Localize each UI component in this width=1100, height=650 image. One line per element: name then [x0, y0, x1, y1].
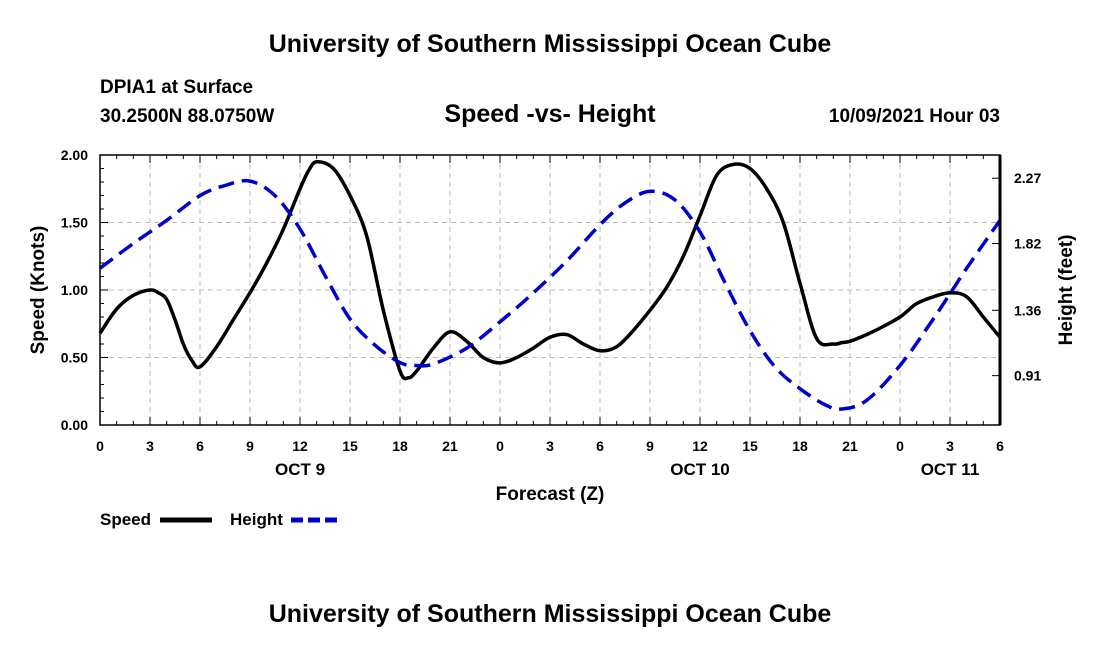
legend-height-label: Height: [230, 510, 283, 529]
legend-speed-label: Speed: [100, 510, 151, 529]
y-tick-label: 2.00: [61, 147, 88, 163]
y-tick-label: 0.00: [61, 417, 88, 433]
y2-tick-label: 2.27: [1014, 170, 1041, 186]
x-tick-label: 0: [96, 438, 104, 454]
station-coords: 30.2500N 88.0750W: [100, 106, 275, 127]
x-tick-label: 6: [996, 438, 1004, 454]
axis-layer: 0 3 6 9 12 15 18 21 0 3 6 9 12 15 18 21 0 3 6 0.00 0.50 1.00 1…: [61, 147, 1042, 479]
x-tick-label: 18: [792, 438, 808, 454]
y-tick-label: 0.50: [61, 350, 88, 366]
x-tick-label: 21: [842, 438, 858, 454]
x-axis-label: Forecast (Z): [496, 484, 605, 505]
grid-layer: [100, 155, 1000, 425]
y-tick-label: 1.50: [61, 215, 88, 231]
header-title: University of Southern Mississippi Ocean…: [268, 30, 832, 58]
x-tick-label: 12: [692, 438, 708, 454]
y2-axis-label: Height (feet): [1056, 235, 1077, 346]
footer-title: University of Southern Mississippi Ocean…: [268, 600, 832, 628]
x-tick-label: 3: [546, 438, 554, 454]
y2-tick-label: 1.82: [1014, 236, 1041, 252]
y2-tick-label: 0.91: [1014, 368, 1041, 384]
x-tick-label: 9: [646, 438, 654, 454]
x-tick-label: 3: [146, 438, 154, 454]
station-name: DPIA1 at Surface: [100, 77, 254, 98]
x-tick-label: 15: [342, 438, 358, 454]
series-line-speed: [98, 159, 1002, 381]
y-axis-label: Speed (Knots): [28, 226, 49, 355]
x-tick-label: 6: [196, 438, 204, 454]
x-tick-label: 12: [292, 438, 308, 454]
x-tick-label: 9: [246, 438, 254, 454]
x-tick-label: 18: [392, 438, 408, 454]
chart-title: Speed -vs- Height: [444, 100, 656, 128]
chart-datetime: 10/09/2021 Hour 03: [828, 106, 1000, 127]
x-tick-label: 15: [742, 438, 758, 454]
y2-tick-label: 1.36: [1014, 302, 1041, 318]
x-tick-label: 6: [596, 438, 604, 454]
x-tick-label: 3: [946, 438, 954, 454]
x-tick-label: 21: [442, 438, 458, 454]
x-tick-label: 0: [496, 438, 504, 454]
legend: Speed Height: [100, 510, 342, 529]
y-tick-label: 1.00: [61, 282, 88, 298]
date-label: OCT 10: [670, 460, 730, 479]
date-label: OCT 11: [921, 460, 980, 479]
series-layer: [98, 159, 1002, 411]
date-label: OCT 9: [275, 460, 325, 479]
x-tick-label: 0: [896, 438, 904, 454]
